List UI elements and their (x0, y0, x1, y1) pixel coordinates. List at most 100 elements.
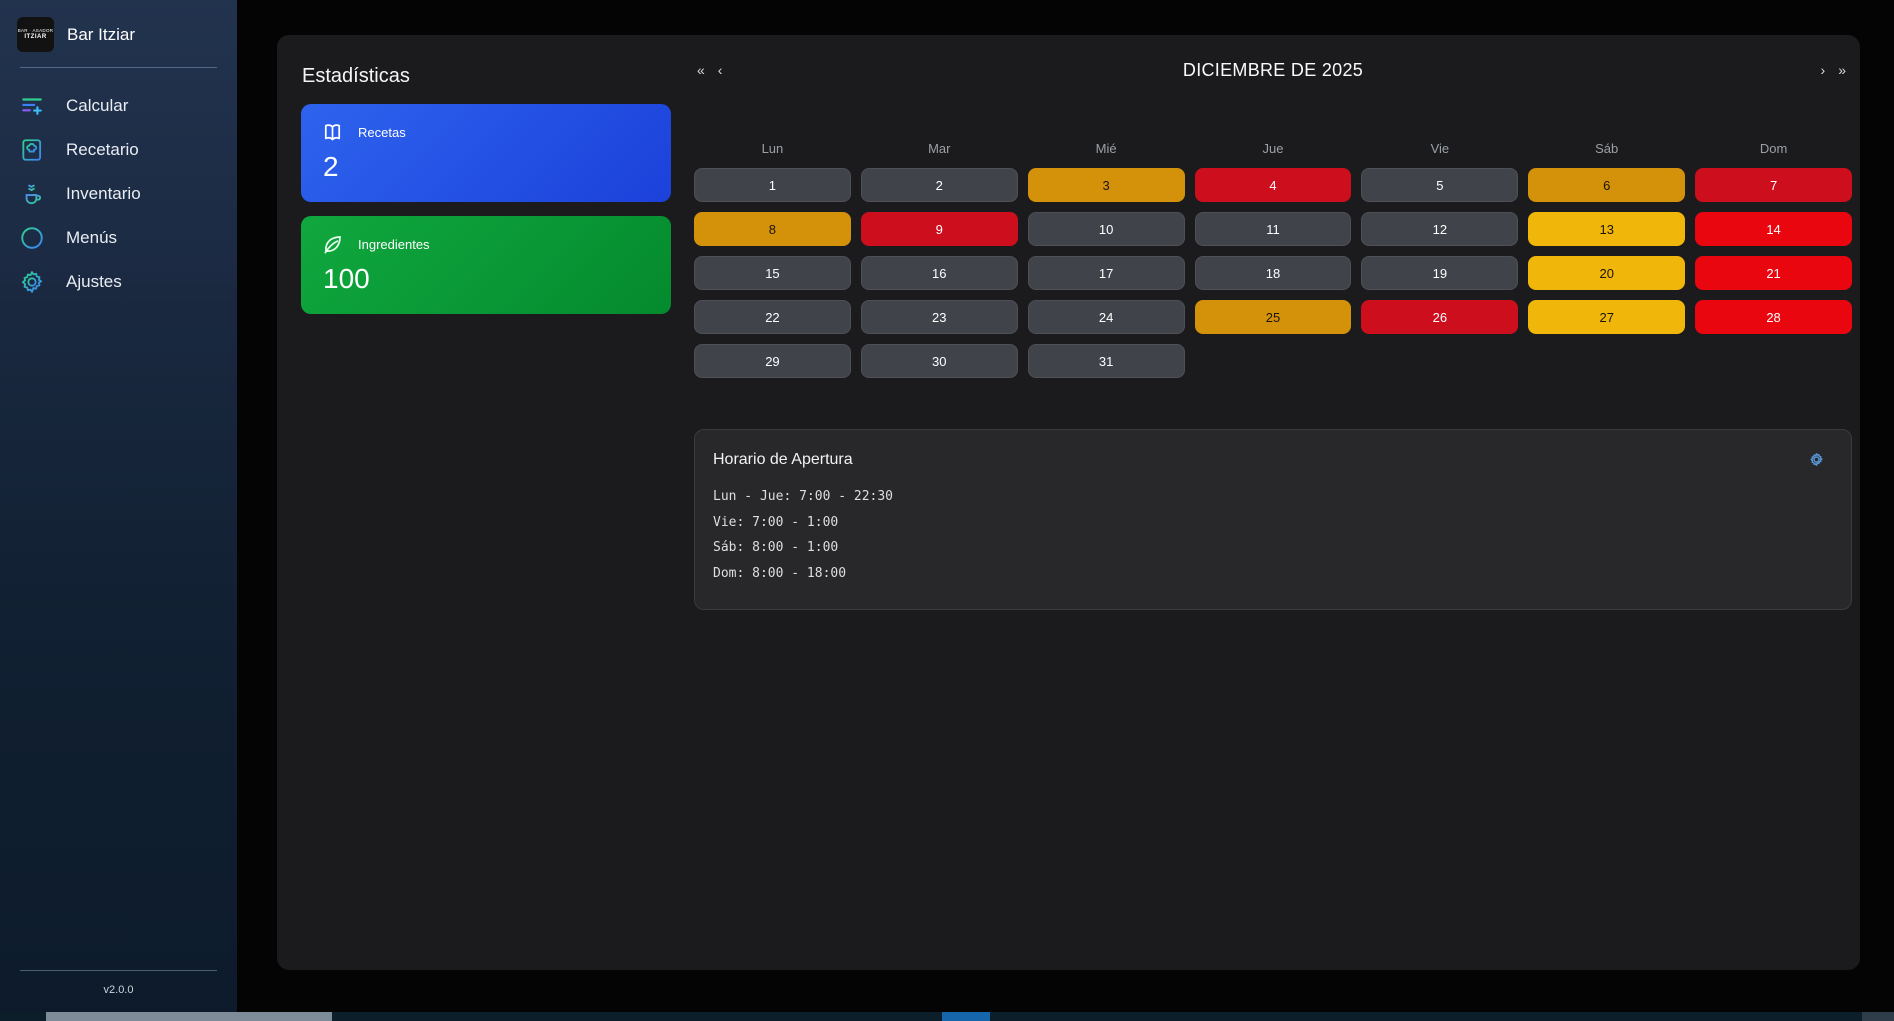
inventory-cup-icon (24, 183, 42, 205)
sidebar-item-calcular[interactable]: Calcular (0, 84, 237, 128)
stats-section: Estadísticas Recetas 2 Ingredientes 100 (301, 59, 671, 970)
calendar-section: « ‹ DICIEMBRE DE 2025 › » Lun Mar Mié Ju… (694, 59, 1852, 970)
calendar-nav-right: › » (1821, 60, 1846, 80)
recipe-book-icon (22, 139, 42, 161)
sidebar-item-label: Menús (66, 228, 118, 247)
app-header: BAR · ASADOR ITZIAR Bar Itziar (0, 0, 237, 67)
calendar-day-14[interactable]: 14 (1695, 212, 1852, 246)
calendar-grid: 1 2 3 4 5 6 7 8 9 10 11 12 13 14 15 16 17 18 19 20 21 22 23 24 2… (694, 168, 1852, 378)
calendar-day-23[interactable]: 23 (860, 300, 1018, 334)
calendar-day-28[interactable]: 28 (1695, 300, 1852, 334)
opening-hours-list: Lun - Jue: 7:00 - 22:30 Vie: 7:00 - 1:00 S… (713, 484, 1833, 586)
weekday-label: Mar (928, 141, 951, 156)
sliders-plus-icon (22, 98, 42, 115)
calendar-day-27[interactable]: 27 (1528, 300, 1686, 334)
leaf-icon (324, 236, 341, 254)
calendar-day-25[interactable]: 25 (1194, 300, 1352, 334)
calendar-day-3[interactable]: 3 (1027, 168, 1185, 202)
sidebar-item-menus[interactable]: Menús (0, 216, 237, 260)
calendar-day-12[interactable]: 12 (1361, 212, 1519, 246)
calendar-day-21[interactable]: 21 (1695, 256, 1852, 290)
sidebar-nav: Calcular Recetario Inventario (0, 68, 237, 304)
weekday-label: Vie (1430, 141, 1450, 156)
calendar-day-1[interactable]: 1 (694, 168, 851, 202)
prev-month-button[interactable]: ‹ (717, 62, 723, 78)
taskbar-blue-segment (942, 1012, 990, 1021)
stat-card-ingredientes[interactable]: Ingredientes 100 (301, 216, 671, 314)
calendar-day-13[interactable]: 13 (1528, 212, 1686, 246)
app-logo: BAR · ASADOR ITZIAR (17, 17, 54, 52)
opening-hours-line: Lun - Jue: 7:00 - 22:30 (713, 489, 894, 504)
sidebar-item-label: Recetario (66, 140, 139, 159)
calendar-day-30[interactable]: 30 (860, 344, 1018, 378)
stat-card-value: 2 (323, 151, 339, 182)
sidebar-footer: v2.0.0 (0, 970, 237, 1012)
opening-hours-line: Vie: 7:00 - 1:00 (713, 514, 839, 530)
weekday-label: Dom (1759, 141, 1788, 156)
calendar-day-24[interactable]: 24 (1027, 300, 1185, 334)
calendar-day-8[interactable]: 8 (694, 212, 851, 246)
main-panel: Estadísticas Recetas 2 Ingredientes 100 (277, 35, 1860, 970)
calendar-day-31[interactable]: 31 (1027, 344, 1185, 378)
logo-text-bottom: ITZIAR (24, 33, 47, 40)
calendar-day-22[interactable]: 22 (694, 300, 851, 334)
weekday-header-row: Lun Mar Mié Jue Vie Sáb Dom (694, 141, 1852, 156)
prev-year-button[interactable]: « (697, 62, 705, 78)
next-month-button[interactable]: › (1820, 62, 1826, 78)
sidebar-item-ajustes[interactable]: Ajustes (0, 260, 237, 304)
app-version: v2.0.0 (103, 984, 134, 996)
calendar-day-29[interactable]: 29 (694, 344, 851, 378)
calendar-title: DICIEMBRE DE 2025 (1182, 60, 1364, 80)
weekday-label: Sáb (1595, 141, 1619, 156)
stat-card-recetas[interactable]: Recetas 2 (301, 104, 671, 202)
opening-hours-title: Horario de Apertura (713, 451, 853, 468)
stat-card-label: Ingredientes (358, 237, 430, 252)
calendar-day-10[interactable]: 10 (1027, 212, 1185, 246)
sidebar-item-recetario[interactable]: Recetario (0, 128, 237, 172)
sidebar-item-inventario[interactable]: Inventario (0, 172, 237, 216)
calendar-day-5[interactable]: 5 (1361, 168, 1519, 202)
opening-hours-line: Dom: 8:00 - 18:00 (713, 565, 847, 581)
calendar-day-19[interactable]: 19 (1361, 256, 1519, 290)
calendar-day-16[interactable]: 16 (860, 256, 1018, 290)
calendar-header: « ‹ DICIEMBRE DE 2025 › » (694, 59, 1852, 81)
sidebar-divider-bottom (20, 970, 217, 971)
opening-hours-line: Sáb: 8:00 - 1:00 (713, 540, 839, 555)
stat-card-label: Recetas (358, 125, 406, 140)
sidebar-item-label: Calcular (66, 96, 129, 115)
next-year-button[interactable]: » (1838, 62, 1846, 78)
calendar-day-9[interactable]: 9 (860, 212, 1018, 246)
sidebar-divider-top (20, 67, 217, 68)
app-title: Bar Itziar (67, 24, 136, 44)
gear-icon (21, 271, 43, 293)
opening-hours-card: Horario de Apertura Lun - Jue: 7:00 - 22… (694, 429, 1852, 610)
weekday-label: Jue (1262, 141, 1284, 156)
calendar-nav-left: « ‹ (697, 60, 722, 80)
bottom-scrollbar-track (0, 1012, 1894, 1021)
sidebar-item-label: Inventario (66, 184, 141, 203)
calendar-day-17[interactable]: 17 (1027, 256, 1185, 290)
stat-card-header: Ingredientes (321, 233, 651, 256)
stat-card-header: Recetas (321, 121, 651, 144)
menu-circle-icon (21, 227, 43, 249)
horizontal-scrollbar-thumb[interactable] (46, 1012, 332, 1021)
weekday-label: Mié (1095, 141, 1117, 156)
sidebar: BAR · ASADOR ITZIAR Bar Itziar Calcular … (0, 0, 237, 1012)
sidebar-item-label: Ajustes (66, 272, 122, 291)
calendar-day-20[interactable]: 20 (1528, 256, 1686, 290)
calendar-day-15[interactable]: 15 (694, 256, 851, 290)
calendar-day-4[interactable]: 4 (1194, 168, 1352, 202)
taskbar-right-segment (1862, 1012, 1894, 1021)
weekday-label: Lun (761, 141, 784, 156)
stats-heading: Estadísticas (302, 65, 410, 87)
calendar-day-18[interactable]: 18 (1194, 256, 1352, 290)
calendar-day-26[interactable]: 26 (1361, 300, 1519, 334)
calendar-day-6[interactable]: 6 (1528, 168, 1686, 202)
book-icon (324, 124, 341, 141)
calendar-day-2[interactable]: 2 (860, 168, 1018, 202)
calendar-day-11[interactable]: 11 (1194, 212, 1352, 246)
stat-card-value: 100 (323, 263, 370, 294)
logo-text-top: BAR · ASADOR (17, 27, 54, 33)
calendar-day-7[interactable]: 7 (1695, 168, 1852, 202)
hours-settings-gear-icon[interactable] (1809, 452, 1824, 467)
